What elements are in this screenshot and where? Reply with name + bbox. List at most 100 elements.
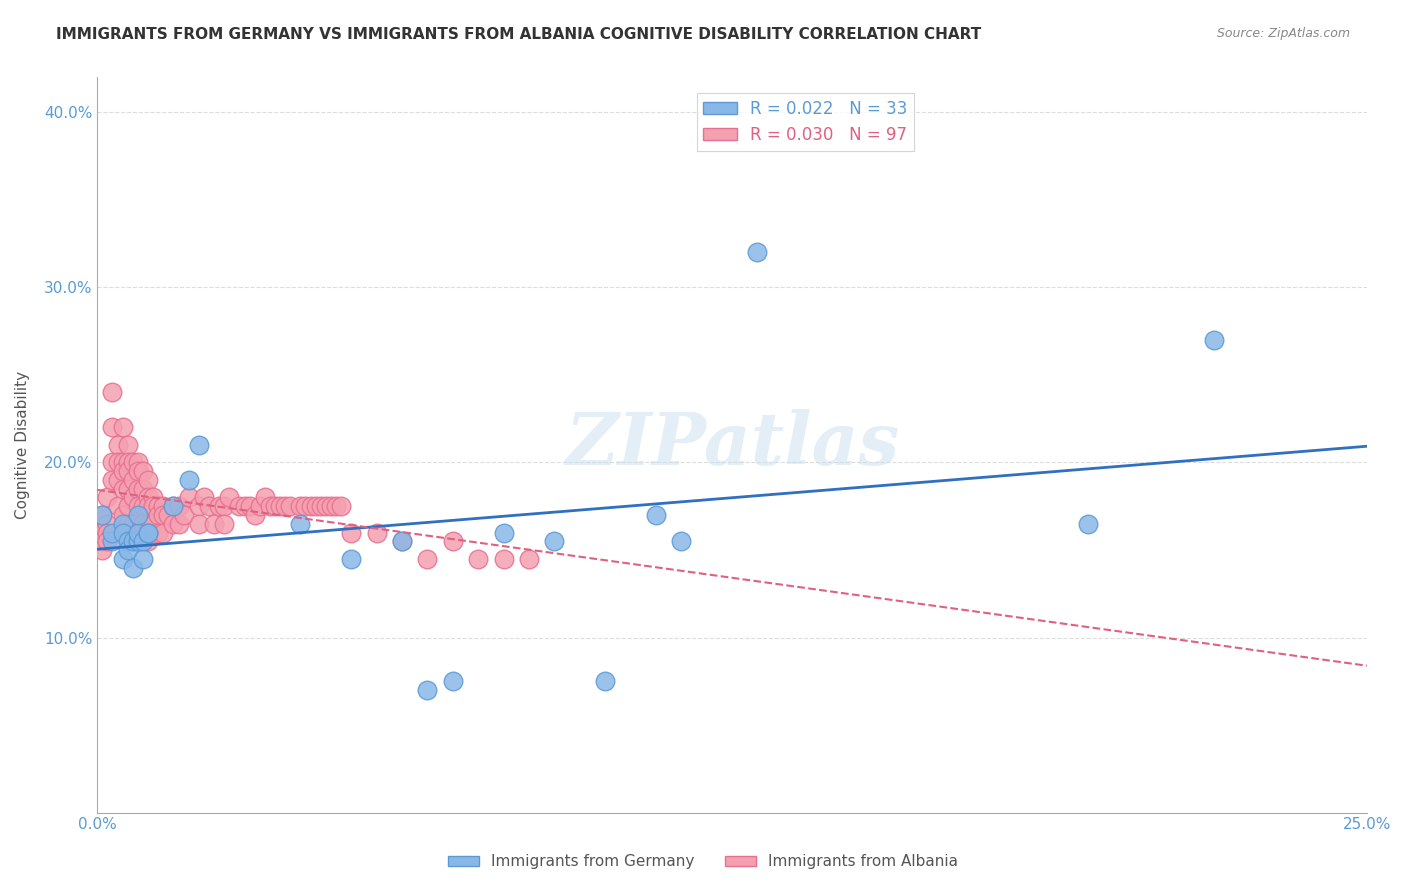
Point	[127, 534, 149, 549]
Point	[91, 525, 114, 540]
Point	[101, 455, 124, 469]
Point	[319, 500, 342, 514]
Point	[340, 525, 363, 540]
Point	[111, 482, 134, 496]
Point	[330, 500, 353, 514]
Point	[167, 516, 190, 531]
Point	[212, 500, 235, 514]
Point	[177, 491, 200, 505]
Point	[91, 543, 114, 558]
Point	[121, 491, 143, 505]
Point	[117, 482, 139, 496]
Point	[121, 534, 143, 549]
Point	[517, 551, 540, 566]
Point	[101, 385, 124, 400]
Point	[274, 500, 297, 514]
Point	[187, 500, 209, 514]
Point	[467, 551, 489, 566]
Point	[127, 482, 149, 496]
Point	[253, 491, 276, 505]
Point	[132, 464, 155, 478]
Point	[101, 473, 124, 487]
Point	[269, 500, 291, 514]
Point	[152, 500, 174, 514]
Point	[111, 551, 134, 566]
Point	[136, 516, 159, 531]
Point	[747, 245, 769, 260]
Point	[101, 525, 124, 540]
Legend: R = 0.022   N = 33, R = 0.030   N = 97: R = 0.022 N = 33, R = 0.030 N = 97	[697, 93, 914, 151]
Point	[121, 516, 143, 531]
Point	[136, 534, 159, 549]
Point	[366, 525, 388, 540]
Point	[132, 516, 155, 531]
Point	[127, 525, 149, 540]
Point	[304, 500, 326, 514]
Point	[299, 500, 322, 514]
Point	[117, 500, 139, 514]
Point	[157, 508, 180, 522]
Point	[117, 534, 139, 549]
Point	[117, 455, 139, 469]
Point	[136, 491, 159, 505]
Text: Source: ZipAtlas.com: Source: ZipAtlas.com	[1216, 27, 1350, 40]
Point	[132, 482, 155, 496]
Point	[193, 491, 215, 505]
Point	[148, 508, 170, 522]
Point	[136, 525, 159, 540]
Point	[1204, 333, 1226, 347]
Y-axis label: Cognitive Disability: Cognitive Disability	[15, 371, 30, 519]
Point	[117, 516, 139, 531]
Point	[107, 500, 129, 514]
Point	[127, 455, 149, 469]
Text: ZIPatlas: ZIPatlas	[565, 409, 898, 481]
Point	[142, 500, 165, 514]
Point	[325, 500, 347, 514]
Point	[111, 464, 134, 478]
Point	[107, 473, 129, 487]
Point	[111, 420, 134, 434]
Point	[187, 438, 209, 452]
Point	[441, 534, 464, 549]
Point	[492, 551, 515, 566]
Point	[249, 500, 271, 514]
Point	[142, 491, 165, 505]
Point	[91, 508, 114, 522]
Point	[96, 534, 118, 549]
Point	[492, 525, 515, 540]
Point	[340, 551, 363, 566]
Point	[167, 500, 190, 514]
Point	[117, 438, 139, 452]
Point	[391, 534, 413, 549]
Point	[243, 508, 266, 522]
Legend: Immigrants from Germany, Immigrants from Albania: Immigrants from Germany, Immigrants from…	[441, 848, 965, 875]
Point	[315, 500, 337, 514]
Point	[111, 516, 134, 531]
Point	[111, 508, 134, 522]
Point	[162, 500, 184, 514]
Point	[96, 516, 118, 531]
Point	[148, 500, 170, 514]
Point	[290, 500, 312, 514]
Point	[127, 464, 149, 478]
Point	[441, 674, 464, 689]
Point	[187, 516, 209, 531]
Point	[416, 551, 439, 566]
Point	[239, 500, 262, 514]
Point	[177, 473, 200, 487]
Point	[208, 500, 231, 514]
Point	[132, 500, 155, 514]
Point	[96, 525, 118, 540]
Point	[309, 500, 332, 514]
Point	[152, 508, 174, 522]
Point	[202, 516, 225, 531]
Point	[91, 508, 114, 522]
Point	[391, 534, 413, 549]
Point	[96, 491, 118, 505]
Point	[127, 508, 149, 522]
Text: IMMIGRANTS FROM GERMANY VS IMMIGRANTS FROM ALBANIA COGNITIVE DISABILITY CORRELAT: IMMIGRANTS FROM GERMANY VS IMMIGRANTS FR…	[56, 27, 981, 42]
Point	[101, 534, 124, 549]
Point	[198, 500, 221, 514]
Point	[91, 534, 114, 549]
Point	[111, 525, 134, 540]
